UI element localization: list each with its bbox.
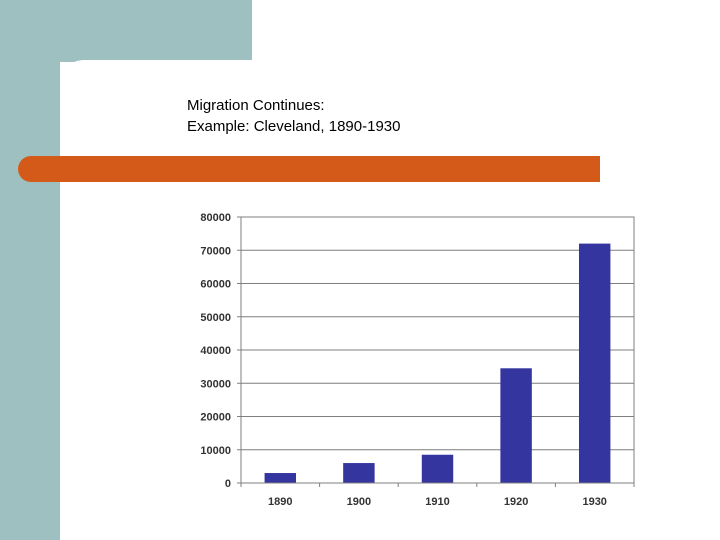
y-tick-label: 40000 xyxy=(200,345,231,357)
x-tick-label: 1900 xyxy=(347,496,371,508)
slide-title: Migration Continues: Example: Cleveland,… xyxy=(187,95,400,137)
bar-1900 xyxy=(343,463,375,483)
x-tick-label: 1920 xyxy=(504,496,528,508)
grid-lines xyxy=(241,216,634,484)
orange-divider-bar xyxy=(18,156,600,182)
teal-side-strip xyxy=(0,0,60,540)
bar-1920 xyxy=(500,368,532,483)
y-tick-label: 70000 xyxy=(200,245,231,257)
slide-title-line-2: Example: Cleveland, 1890-1930 xyxy=(187,118,401,135)
y-tick-label: 60000 xyxy=(200,279,231,291)
bar-1910 xyxy=(421,454,454,483)
y-tick-label: 80000 xyxy=(200,212,231,224)
tick-labels: 0 10000 20000 30000 40000 50000 60000 70000 8000… xyxy=(200,212,607,508)
plot-area-border xyxy=(240,216,635,484)
x-tick-label: 1910 xyxy=(425,496,449,508)
y-tick-label: 30000 xyxy=(200,378,231,390)
bar-1890 xyxy=(264,473,297,483)
slide-title-line-1: Migration Continues: xyxy=(187,97,325,114)
y-tick-label: 20000 xyxy=(200,412,231,424)
y-tick-label: 0 xyxy=(225,478,231,490)
x-tick-label: 1890 xyxy=(268,496,292,508)
y-tick-label: 10000 xyxy=(200,445,231,457)
y-tick-label: 50000 xyxy=(200,312,231,324)
bar-1930 xyxy=(578,243,611,483)
bars xyxy=(264,243,611,483)
x-tick-label: 1930 xyxy=(582,496,606,508)
axes xyxy=(237,216,635,487)
